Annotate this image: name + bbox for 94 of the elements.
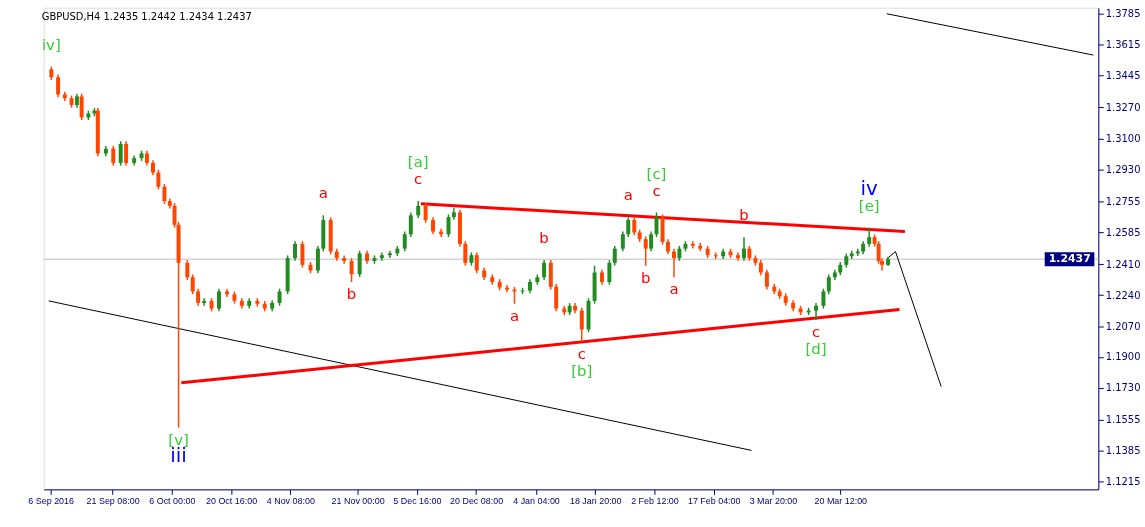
candlestick [649, 230, 654, 253]
candlestick [379, 251, 384, 262]
x-tick-label: 2 Feb 12:00 [631, 495, 679, 506]
candlestick [554, 283, 559, 313]
y-tick-label: 1.3445 [1105, 70, 1141, 82]
candlestick [190, 273, 195, 295]
x-tick-label: 6 Sep 2016 [28, 495, 75, 506]
candlestick [690, 240, 695, 250]
y-tick-label: 1.2755 [1105, 195, 1141, 207]
candlestick [474, 251, 479, 274]
candlestick [118, 140, 123, 167]
x-tick-label: 21 Sep 08:00 [86, 495, 140, 506]
candlestick [408, 211, 413, 238]
annotation: c [811, 322, 821, 341]
y-tick-label: 1.2930 [1105, 163, 1141, 175]
candlestick [505, 284, 510, 294]
y-tick-label: 1.1900 [1105, 351, 1141, 363]
candlestick [607, 259, 612, 286]
candlestick [162, 183, 167, 205]
candlestick [548, 259, 553, 291]
y-tick-label: 1.2410 [1105, 258, 1141, 270]
candlestick [463, 240, 468, 267]
x-tick-label: 3 Mar 20:00 [749, 495, 798, 506]
annotation: b [739, 206, 749, 225]
x-tick-label: 4 Nov 08:00 [266, 495, 315, 506]
candlestick [643, 235, 648, 267]
y-tick-label: 1.3615 [1105, 39, 1141, 51]
candlestick [579, 307, 584, 343]
annotation: a [509, 306, 520, 325]
annotation: a [318, 184, 328, 203]
candlestick [124, 140, 129, 167]
y-tick-label: 1.1385 [1105, 445, 1141, 457]
x-tick-label: 18 Jan 20:00 [569, 495, 622, 506]
candlestick [185, 259, 190, 281]
annotation: b [641, 268, 651, 287]
candlestick [542, 259, 547, 281]
candlestick [612, 245, 617, 267]
annotation: a [623, 186, 633, 205]
y-tick-label: 1.3785 [1105, 8, 1141, 20]
candlestick [620, 230, 625, 253]
y-tick-label: 1.1215 [1105, 476, 1141, 488]
candlestick [867, 226, 872, 248]
y-tick-label: 1.1555 [1105, 414, 1141, 426]
candlestick [742, 236, 746, 262]
annotation: c [577, 344, 586, 363]
x-tick-label: 20 Oct 16:00 [206, 495, 258, 506]
y-tick-label: 1.1730 [1105, 382, 1141, 394]
candlestick [349, 257, 354, 283]
annotation: iv] [41, 35, 61, 54]
annotation: [a] [407, 153, 429, 172]
x-tick-label: 20 Mar 12:00 [814, 495, 868, 506]
candlestick [111, 145, 116, 167]
candlestick [814, 302, 819, 321]
candlestick [423, 202, 428, 224]
annotation: [b] [571, 361, 593, 380]
y-tick-label: 1.3100 [1105, 132, 1141, 144]
annotation: [v] [168, 430, 189, 449]
candlestick [387, 249, 392, 259]
chart-title: GBPUSD,H4 1.2435 1.2442 1.2434 1.2437 [41, 10, 252, 22]
x-tick-label: 6 Oct 00:00 [149, 495, 196, 506]
candlestick [79, 92, 84, 121]
y-tick-label: 1.3270 [1105, 102, 1141, 113]
x-tick-label: 20 Dec 08:00 [450, 495, 504, 506]
candlestick [626, 216, 631, 238]
candlestick [300, 240, 305, 269]
candlestick [216, 287, 221, 313]
annotation: c [414, 170, 423, 189]
x-tick-label: 17 Feb 04:00 [687, 495, 741, 506]
annotation: b [539, 229, 549, 248]
annotation: [d] [805, 339, 827, 358]
y-tick-label: 1.2240 [1105, 289, 1141, 301]
ref-line-label: 1.2437 [1048, 252, 1091, 266]
x-tick-label: 4 Jan 04:00 [513, 495, 560, 506]
annotation: b [346, 284, 357, 303]
annotation: [c] [646, 164, 667, 183]
annotation: a [669, 280, 679, 299]
candlestick [156, 169, 161, 191]
candlestick [735, 251, 740, 262]
candlestick [56, 73, 61, 98]
candlestick [315, 245, 320, 274]
candlestick [342, 254, 347, 265]
candlestick [202, 297, 207, 307]
x-tick-label: 5 Dec 16:00 [393, 495, 442, 506]
y-tick-label: 1.2070 [1105, 320, 1141, 332]
x-tick-label: 21 Nov 00:00 [331, 495, 385, 506]
candlestick [826, 273, 831, 295]
candlestick [293, 240, 298, 262]
candlestick [821, 287, 826, 310]
candlestick [672, 248, 676, 278]
y-tick-label: 1.2585 [1105, 226, 1141, 238]
candlestick [357, 249, 362, 278]
candlestick [402, 230, 407, 253]
annotation: c [652, 181, 661, 200]
candlestick [764, 269, 769, 291]
